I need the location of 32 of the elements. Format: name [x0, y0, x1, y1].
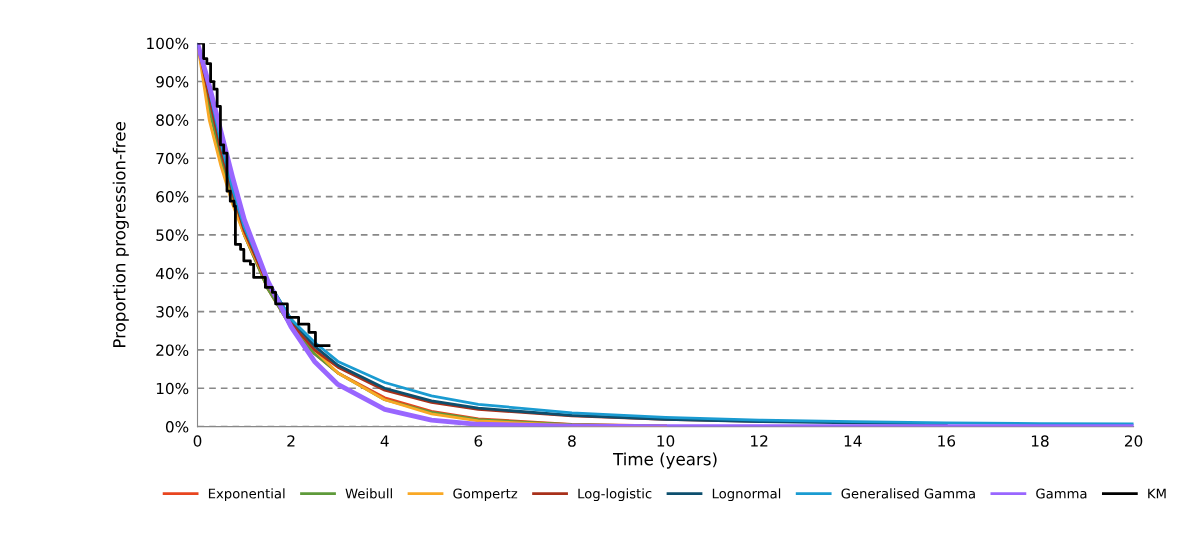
y-tick-label: 60% — [156, 191, 189, 203]
x-axis-title: Time (years) — [613, 452, 717, 469]
x-tick-label: 2 — [287, 435, 295, 447]
legend-label: Exponential — [208, 488, 285, 502]
y-tick-label: 90% — [156, 76, 189, 88]
x-tick-label: 12 — [751, 435, 768, 447]
y-tick-label: 20% — [156, 344, 189, 356]
y-tick-label: 50% — [156, 229, 189, 241]
x-tick-label: 16 — [938, 435, 956, 447]
y-axis-title: Proportion progression-free — [112, 122, 129, 347]
y-tick-label: 0% — [165, 421, 189, 433]
legend-label: KM — [1148, 488, 1166, 499]
x-tick-label: 8 — [568, 435, 576, 447]
y-tick-label: 70% — [156, 152, 189, 165]
x-tick-label: 10 — [657, 435, 675, 447]
x-tick-label: 18 — [1031, 435, 1049, 447]
legend-label: Weibull — [345, 488, 392, 499]
x-tick-label: 0 — [193, 435, 202, 447]
y-tick-label: 100% — [147, 37, 189, 50]
x-tick-label: 4 — [380, 435, 389, 447]
x-tick-label: 14 — [844, 435, 862, 447]
y-tick-label: 10% — [156, 382, 189, 395]
y-tick-label: 30% — [156, 306, 189, 318]
legend-label: Generalised Gamma — [841, 488, 975, 499]
legend-label: Log-logistic — [578, 488, 652, 502]
x-tick-label: 6 — [474, 435, 483, 447]
y-tick-label: 40% — [155, 267, 189, 280]
legend-label: Lognormal — [712, 488, 781, 502]
x-tick-label: 20 — [1124, 435, 1143, 447]
legend-label: Gompertz — [453, 488, 518, 502]
y-tick-label: 80% — [156, 114, 189, 126]
legend-label: Gamma — [1036, 488, 1087, 499]
